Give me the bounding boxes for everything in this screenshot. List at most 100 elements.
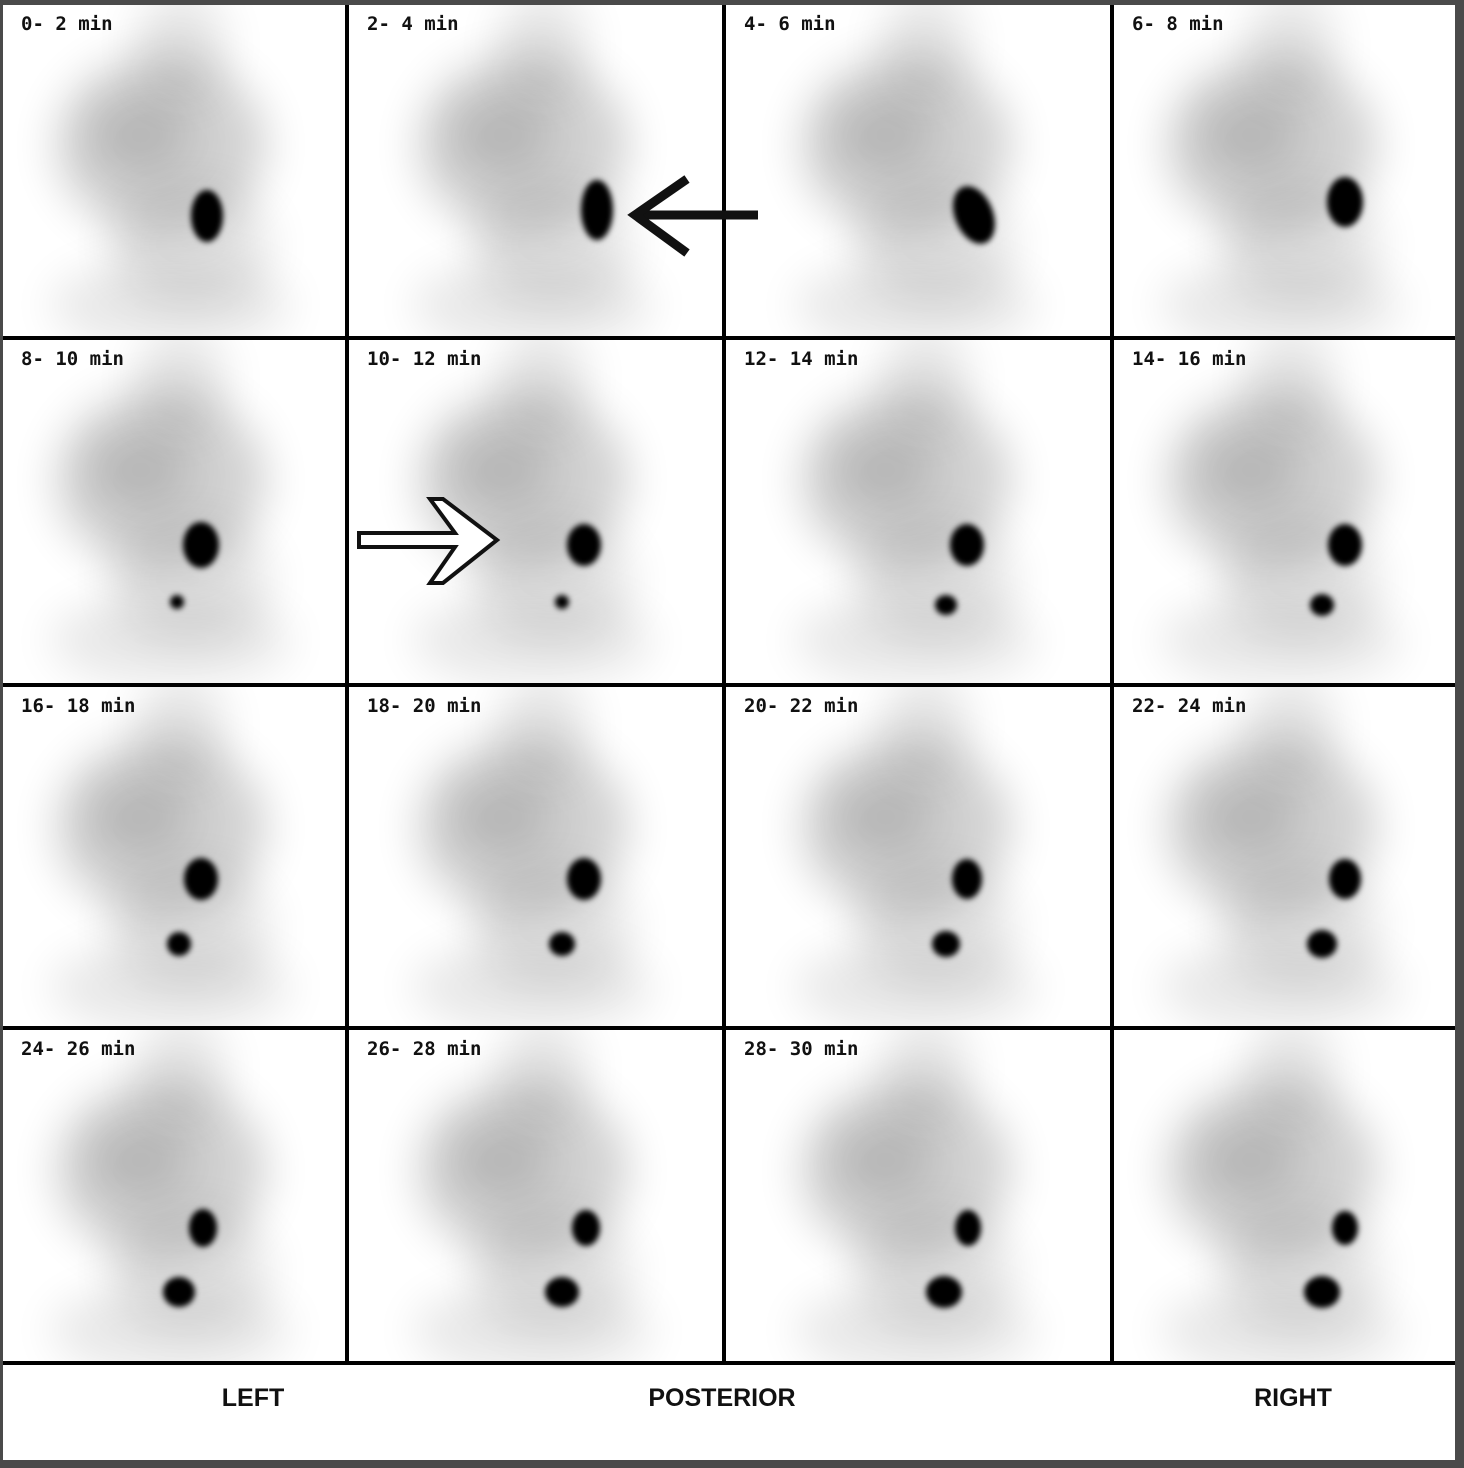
kidney-uptake-focus: [950, 524, 984, 566]
bladder-uptake-focus: [167, 932, 191, 956]
frame-time-label: 4- 6 min: [744, 13, 836, 35]
kidney-uptake-focus: [1327, 177, 1363, 227]
background-activity: [1201, 777, 1302, 857]
kidney-uptake-focus: [952, 859, 982, 899]
frame-time-label: 10- 12 min: [367, 348, 482, 370]
frame-time-label: 12- 14 min: [744, 348, 859, 370]
bladder-uptake-focus: [549, 932, 575, 956]
bladder-uptake-focus: [170, 595, 184, 609]
background-activity: [1161, 942, 1402, 1026]
frame-time-label: 2- 4 min: [367, 13, 459, 35]
scan-image: [795, 687, 1036, 1026]
frame-time-label: 16- 18 min: [21, 695, 136, 717]
bladder-uptake-focus: [926, 1276, 962, 1308]
scan-image: [412, 1030, 653, 1361]
background-activity: [452, 1120, 553, 1200]
scan-frame: 0- 2 min: [3, 5, 345, 336]
background-activity: [412, 595, 653, 683]
background-activity: [90, 1120, 191, 1200]
scan-frame: 12- 14 min: [726, 340, 1110, 683]
background-activity: [50, 260, 291, 336]
bladder-uptake-focus: [545, 1277, 579, 1307]
background-activity: [452, 777, 553, 857]
frame-time-label: 22- 24 min: [1132, 695, 1247, 717]
frame-time-label: 28- 30 min: [744, 1038, 859, 1060]
background-activity: [795, 595, 1036, 683]
scan-frame: 14- 16 min: [1114, 340, 1455, 683]
scan-frame: 8- 10 min: [3, 340, 345, 683]
kidney-uptake-focus: [567, 858, 601, 900]
frame-time-label: 20- 22 min: [744, 695, 859, 717]
kidney-uptake-focus: [1329, 859, 1361, 899]
bladder-uptake-focus: [932, 931, 960, 957]
background-activity: [1161, 1285, 1402, 1361]
scan-image: [1161, 687, 1402, 1026]
background-activity: [412, 260, 653, 336]
kidney-uptake-focus: [1332, 1211, 1358, 1245]
arrow-left-icon: [627, 175, 758, 257]
kidney-uptake-focus: [581, 180, 613, 240]
background-activity: [452, 95, 553, 175]
scan-image: [1161, 340, 1402, 683]
grid-line-h4: [3, 1361, 1455, 1365]
background-activity: [835, 95, 936, 175]
background-activity: [795, 260, 1036, 336]
scan-image: [412, 5, 653, 336]
bladder-uptake-focus: [1304, 1276, 1340, 1308]
bladder-uptake-focus: [555, 595, 569, 609]
kidney-uptake-focus: [567, 524, 601, 566]
frame-time-label: 0- 2 min: [21, 13, 113, 35]
background-activity: [50, 1285, 291, 1361]
scan-image: [50, 1030, 291, 1361]
scan-frame: 2- 4 min: [349, 5, 722, 336]
frame-time-label: 14- 16 min: [1132, 348, 1247, 370]
scintigraphy-sheet: 0- 2 min 2- 4 min 4- 6 min 6- 8 min 8- 10 mi…: [3, 5, 1455, 1460]
background-activity: [1161, 595, 1402, 683]
scan-frame: 22- 24 min: [1114, 687, 1455, 1026]
orientation-posterior-label: POSTERIOR: [648, 1384, 796, 1412]
scan-image: [412, 687, 653, 1026]
background-activity: [1201, 95, 1302, 175]
background-activity: [452, 430, 553, 510]
background-activity: [835, 777, 936, 857]
scan-frame: 6- 8 min: [1114, 5, 1455, 336]
kidney-uptake-focus: [191, 190, 223, 242]
background-activity: [50, 595, 291, 683]
kidney-uptake-focus: [955, 1210, 981, 1246]
scan-image: [1161, 1030, 1402, 1361]
bladder-uptake-focus: [1310, 594, 1334, 616]
frame-time-label: 6- 8 min: [1132, 13, 1224, 35]
background-activity: [1161, 260, 1402, 336]
grid-line-h2: [3, 683, 1455, 687]
frame-time-label: 24- 26 min: [21, 1038, 136, 1060]
arrow-right-outline-icon: [357, 497, 501, 585]
background-activity: [835, 430, 936, 510]
background-activity: [1201, 430, 1302, 510]
scan-frame: 24- 26 min: [3, 1030, 345, 1361]
grid-line-h1: [3, 336, 1455, 340]
frame-time-label: 8- 10 min: [21, 348, 124, 370]
kidney-uptake-focus: [189, 1209, 217, 1247]
scan-image: [795, 5, 1036, 336]
grid-line-h3: [3, 1026, 1455, 1030]
scan-frame: 4- 6 min: [726, 5, 1110, 336]
orientation-left-label: LEFT: [221, 1384, 285, 1412]
scan-image: [50, 340, 291, 683]
scan-frame: 20- 22 min: [726, 687, 1110, 1026]
scan-frame: 26- 28 min: [349, 1030, 722, 1361]
kidney-uptake-focus: [572, 1210, 600, 1246]
scan-image: [795, 340, 1036, 683]
frame-time-label: 26- 28 min: [367, 1038, 482, 1060]
background-activity: [412, 1285, 653, 1361]
scan-frame: 28- 30 min: [726, 1030, 1110, 1361]
background-activity: [90, 777, 191, 857]
kidney-uptake-focus: [184, 858, 218, 900]
background-activity: [795, 942, 1036, 1026]
kidney-uptake-focus: [183, 522, 219, 568]
frame-time-label: 18- 20 min: [367, 695, 482, 717]
background-activity: [835, 1120, 936, 1200]
bladder-uptake-focus: [935, 595, 957, 615]
bladder-uptake-focus: [1307, 930, 1337, 958]
background-activity: [90, 430, 191, 510]
scan-image: [50, 687, 291, 1026]
